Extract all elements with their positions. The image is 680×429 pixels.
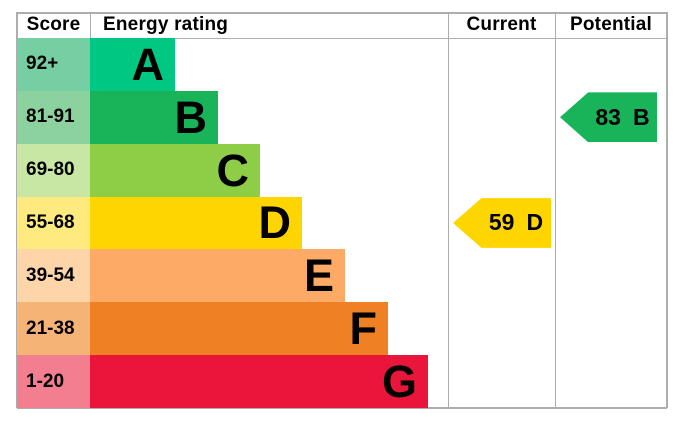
- band-bar-a: A: [90, 38, 175, 91]
- potential-column-header: Potential: [569, 14, 653, 35]
- band-bar-g: G: [90, 355, 428, 408]
- potential-rating-value: 83: [595, 103, 621, 130]
- band-letter: A: [131, 38, 165, 90]
- table-top-border: [17, 12, 667, 14]
- header-underline: [17, 37, 667, 39]
- score-column-divider: [89, 12, 91, 38]
- band-letter: E: [303, 250, 334, 302]
- band-bar-c: C: [90, 143, 260, 197]
- table-right-border: [666, 12, 668, 408]
- band-bar-b: B: [90, 90, 218, 144]
- band-bar-e: E: [90, 249, 345, 303]
- score-range-d: 55-68: [17, 196, 90, 250]
- current-rating-value: 59: [488, 209, 515, 236]
- potential-rating-letter: B: [632, 103, 650, 130]
- band-letter: D: [258, 197, 292, 249]
- score-range-a: 92+: [17, 38, 90, 91]
- band-bar-d: D: [90, 196, 302, 250]
- band-letter: F: [349, 303, 378, 355]
- score-range-b: 81-91: [17, 90, 90, 144]
- band-letter: G: [381, 356, 417, 408]
- score-range-e: 39-54: [17, 249, 90, 303]
- score-range-c: 69-80: [17, 143, 90, 197]
- current-column-header: Current: [466, 14, 537, 35]
- current-rating-arrow: 59 D: [453, 198, 551, 248]
- energy-rating-column-header: Energy rating: [103, 14, 229, 35]
- band-bar-f: F: [90, 302, 388, 356]
- band-letter: B: [174, 91, 208, 143]
- current-rating-letter: D: [526, 209, 544, 236]
- potential-rating-arrow: 83 B: [560, 92, 657, 143]
- band-letter: C: [216, 144, 250, 196]
- score-range-f: 21-38: [17, 302, 90, 356]
- current-column-divider: [447, 12, 449, 408]
- score-column-header: Score: [26, 14, 81, 35]
- potential-column-divider: [554, 12, 556, 408]
- table-left-border: [16, 12, 18, 408]
- score-range-g: 1-20: [17, 355, 90, 408]
